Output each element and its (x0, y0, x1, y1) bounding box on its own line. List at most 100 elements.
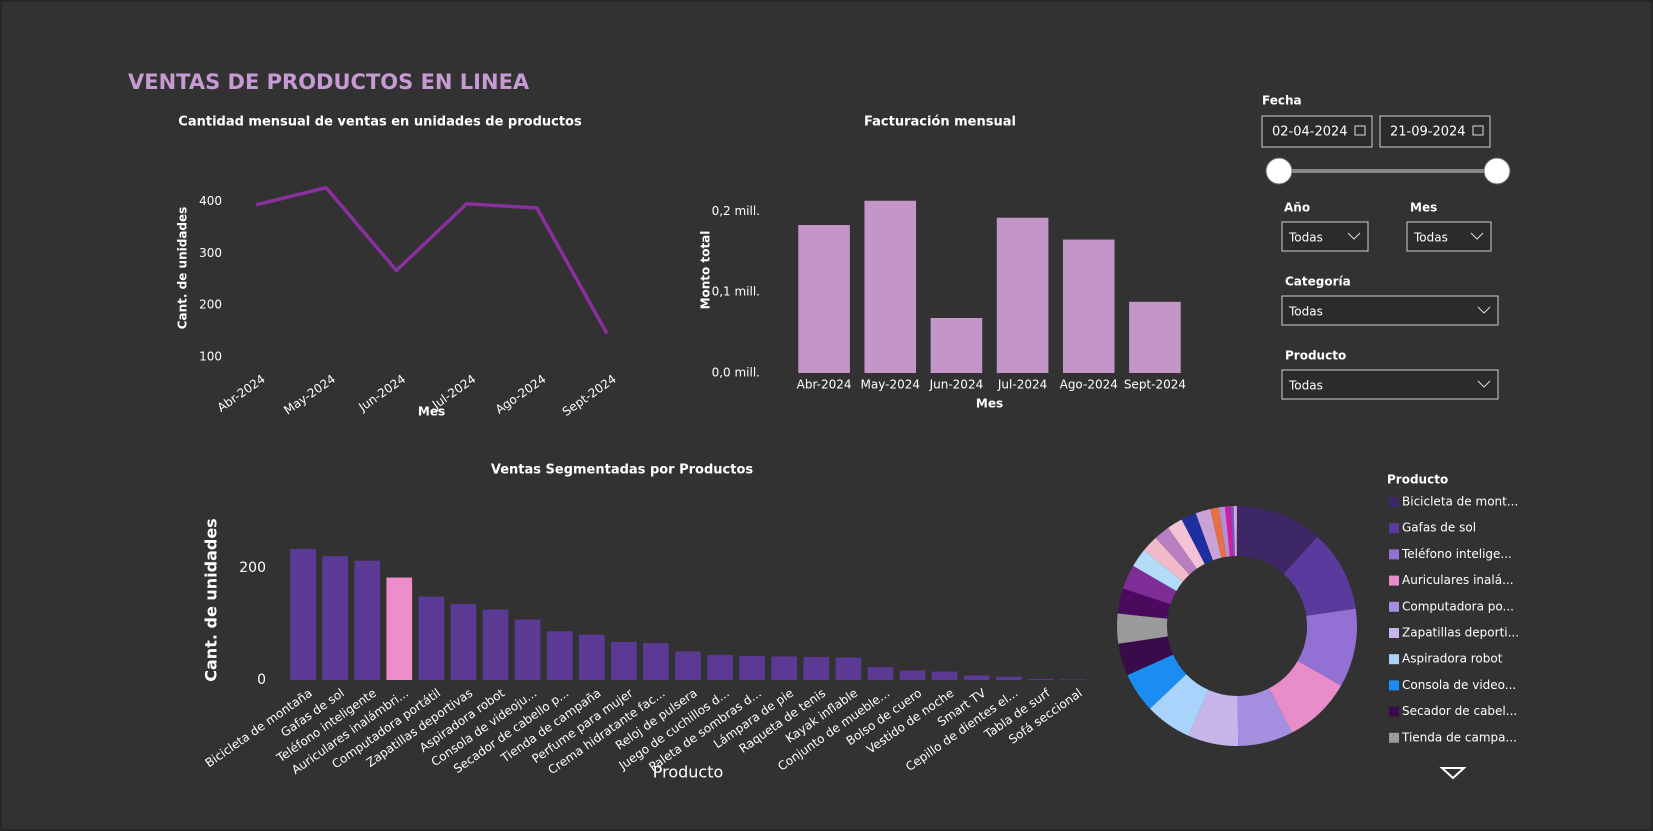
dropdown[interactable] (1281, 221, 1369, 252)
dropdown-value: Todas (1288, 305, 1323, 319)
date-end[interactable]: 21-09-2024 (1379, 115, 1491, 148)
donut-slice (1237, 688, 1292, 746)
x-axis-title: Mes (418, 405, 445, 419)
bar (354, 560, 381, 680)
y-tick-label: 200 (239, 560, 266, 576)
donut-slice (1283, 536, 1356, 616)
x-tick-label: Jun-2024 (929, 378, 984, 392)
x-tick-label: May-2024 (861, 378, 920, 392)
dropdown[interactable] (1406, 221, 1492, 252)
legend-swatch (1389, 654, 1399, 665)
chart-title: Cantidad mensual de ventas en unidades d… (178, 115, 582, 130)
donut-slice (1149, 674, 1209, 736)
date-text: 02-04-2024 (1272, 125, 1348, 140)
bar (386, 577, 413, 680)
bar (707, 654, 733, 680)
chevron (1477, 306, 1491, 314)
legend-scroll[interactable] (1439, 767, 1467, 780)
donut-slice (1117, 588, 1171, 619)
legend-label: Aspiradora robot (1402, 652, 1503, 666)
month-dropdown[interactable]: Todas (1406, 221, 1492, 252)
bar (322, 556, 348, 680)
donut-slice (1155, 527, 1197, 575)
bar (643, 643, 669, 680)
bar (803, 657, 830, 680)
year-dropdown[interactable]: Todas (1281, 221, 1369, 252)
chevron (1470, 232, 1484, 240)
legend-label: Tienda de campa... (1401, 730, 1517, 744)
dropdown-value: Todas (1413, 231, 1448, 245)
donut-slice (1181, 513, 1213, 564)
x-tick-label: Ago-2024 (1060, 378, 1118, 392)
donut-slice (1188, 690, 1239, 746)
bar (798, 225, 850, 373)
legend-swatch (1389, 628, 1399, 638)
legend-swatch (1389, 680, 1399, 691)
donut-slice (1127, 654, 1187, 709)
filter-label: Producto (1285, 349, 1346, 363)
y-tick-label: 0,1 mill. (712, 285, 760, 299)
filter-label: Categoría (1285, 275, 1351, 289)
bar (864, 200, 917, 373)
filter-label: Fecha (1262, 94, 1302, 108)
bar (996, 217, 1049, 373)
legend-label: Secador de cabel... (1402, 704, 1517, 718)
legend-label: Gafas de sol (1402, 521, 1476, 535)
dropdown-value: Todas (1288, 231, 1323, 245)
y-axis-title: Monto total (699, 231, 713, 310)
line (255, 185, 609, 335)
product-dropdown[interactable]: Todas (1281, 369, 1499, 400)
legend-swatch (1389, 497, 1399, 507)
bar (930, 318, 983, 373)
bar (1060, 679, 1086, 680)
bar (546, 631, 573, 680)
bar (899, 670, 926, 680)
bar (578, 634, 605, 680)
donut-slice (1168, 519, 1205, 569)
donut-slice (1133, 550, 1183, 591)
y-tick-label: 0,2 mill. (712, 204, 760, 218)
dropdown-value: Todas (1288, 379, 1323, 393)
donut-slice (1144, 537, 1190, 582)
donut-slice (1224, 506, 1234, 557)
legend-swatch (1389, 575, 1399, 586)
legend-swatch (1389, 523, 1399, 534)
date-box[interactable] (1261, 115, 1373, 148)
y-axis-title: Cant. de unidades (176, 207, 190, 330)
legend-swatch (1389, 601, 1399, 612)
slider-handle[interactable] (1265, 157, 1293, 185)
legend-label: Teléfono intelige... (1401, 547, 1512, 561)
donut-slice (1235, 506, 1237, 556)
bar (835, 657, 862, 680)
y-tick-label: 0 (257, 672, 266, 688)
legend-label: Auriculares inalá... (1402, 573, 1514, 587)
bar (418, 596, 445, 680)
dropdown[interactable] (1281, 369, 1499, 400)
donut-slice (1118, 636, 1174, 676)
bar (931, 671, 958, 680)
calendar-icon (1354, 125, 1366, 136)
slider-handle[interactable] (1483, 157, 1511, 185)
bar (963, 675, 990, 680)
donut-slice (1218, 506, 1230, 557)
donut-slice (1210, 507, 1227, 558)
dropdown[interactable] (1281, 295, 1499, 326)
date-text: 21-09-2024 (1390, 125, 1466, 140)
chevron (1477, 380, 1491, 388)
bar (1129, 301, 1181, 373)
category-dropdown[interactable]: Todas (1281, 295, 1499, 326)
donut-slice (1237, 505, 1318, 574)
donut-slice (1269, 660, 1342, 733)
bar (290, 548, 316, 680)
filter-label: Año (1284, 201, 1310, 215)
x-tick-label: Jul-2024 (997, 378, 1047, 392)
donut-slice (1233, 506, 1237, 557)
date-start[interactable]: 02-04-2024 (1261, 115, 1373, 148)
date-box[interactable] (1379, 115, 1491, 148)
bar (482, 609, 509, 680)
legend-label: Consola de video... (1402, 678, 1516, 692)
legend-swatch (1389, 706, 1399, 717)
legend-title: Producto (1387, 473, 1448, 487)
calendar-icon (1472, 125, 1484, 136)
